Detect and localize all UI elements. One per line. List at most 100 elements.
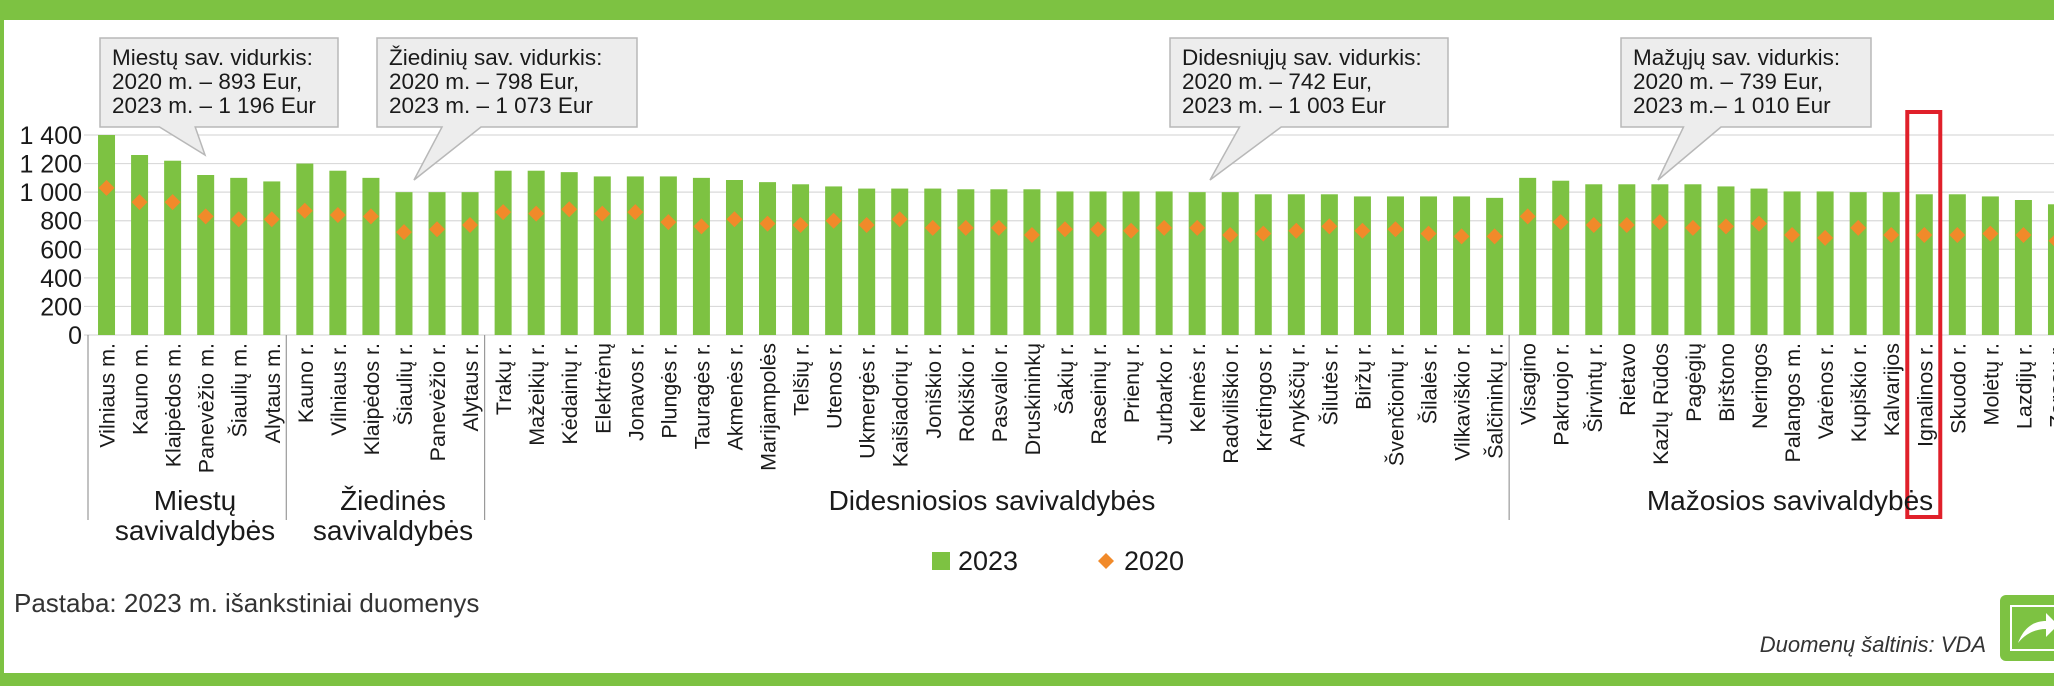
bar-2023 bbox=[924, 188, 942, 335]
x-tick-label: Vilniaus r. bbox=[327, 343, 351, 436]
x-tick-label: Kauno m. bbox=[129, 343, 153, 435]
bar-2023 bbox=[825, 186, 843, 335]
x-tick-label: Kėdainių r. bbox=[558, 343, 582, 445]
bar-2023 bbox=[527, 170, 545, 335]
top-green-band bbox=[0, 0, 2054, 20]
callout-text: 2020 m. – 798 Eur, bbox=[389, 69, 579, 94]
marker-2020 bbox=[1784, 227, 1801, 243]
left-frame-line bbox=[0, 20, 4, 673]
highlight-box bbox=[1905, 110, 1943, 519]
group-label: Žiedinės bbox=[340, 485, 446, 516]
group-label: savivaldybės bbox=[313, 515, 473, 546]
marker-2020 bbox=[1618, 217, 1635, 233]
bar-2023 bbox=[329, 170, 347, 335]
y-tick-label: 600 bbox=[40, 236, 82, 264]
bar-2023 bbox=[2014, 200, 2032, 335]
x-tick-label: Šiaulių m. bbox=[227, 343, 252, 437]
marker-2020 bbox=[924, 219, 941, 236]
bar-2023 bbox=[1023, 189, 1041, 335]
bar-2023 bbox=[1353, 196, 1371, 335]
marker-2020 bbox=[594, 205, 611, 222]
bar-2023 bbox=[891, 188, 909, 335]
bar-2023 bbox=[759, 182, 777, 335]
bar-2023 bbox=[1386, 196, 1404, 335]
marker-2020 bbox=[1684, 219, 1701, 236]
bar-2023 bbox=[560, 172, 578, 335]
marker-2020 bbox=[1585, 217, 1602, 233]
bar-2023 bbox=[296, 163, 314, 335]
callout-text: Miestų sav. vidurkis: bbox=[112, 45, 313, 70]
marker-2020 bbox=[296, 202, 313, 219]
marker-2020 bbox=[1189, 219, 1206, 236]
x-tick-label: Klaipėdos m. bbox=[162, 343, 186, 467]
marker-2020 bbox=[825, 212, 842, 229]
bar-2023 bbox=[1618, 184, 1636, 335]
marker-2020 bbox=[1916, 227, 1933, 243]
marker-2020 bbox=[362, 208, 379, 225]
bar-2023 bbox=[1453, 196, 1471, 335]
bar-2023 bbox=[1816, 191, 1834, 335]
x-tick-label: Mažeikių r. bbox=[525, 343, 549, 446]
y-tick-label: 0 bbox=[68, 322, 82, 350]
x-tick-label: Telšių r. bbox=[790, 343, 814, 416]
y-tick-label: 800 bbox=[40, 208, 82, 236]
marker-2020 bbox=[1651, 214, 1668, 231]
x-tick-label: Palangos m. bbox=[1781, 343, 1805, 463]
marker-2020 bbox=[792, 217, 809, 233]
marker-2020 bbox=[329, 207, 346, 223]
x-tick-label: Švenčionių r. bbox=[1383, 343, 1408, 466]
marker-2020 bbox=[660, 214, 677, 231]
callout-text: 2020 m. – 739 Eur, bbox=[1633, 69, 1823, 94]
x-tick-label: Kauno r. bbox=[294, 343, 318, 423]
y-tick-label: 200 bbox=[40, 293, 82, 321]
x-tick-label: Kretingos r. bbox=[1252, 343, 1276, 452]
bar-2023 bbox=[1519, 177, 1537, 335]
y-tick-label: 1 000 bbox=[19, 179, 82, 207]
bar-2023 bbox=[1122, 191, 1140, 335]
x-tick-label: Varėnos r. bbox=[1814, 343, 1838, 439]
marker-2020 bbox=[858, 217, 875, 233]
bar-2023 bbox=[1981, 196, 1999, 335]
bar-2023 bbox=[1585, 184, 1603, 335]
marker-2020 bbox=[1850, 219, 1867, 236]
callout-text: 2023 m. – 1 003 Eur bbox=[1182, 93, 1386, 118]
x-tick-label: Prienų r. bbox=[1120, 343, 1144, 423]
marker-2020 bbox=[1321, 218, 1338, 235]
marker-2020 bbox=[1552, 214, 1569, 231]
marker-2020 bbox=[1817, 229, 1834, 246]
bar-2023 bbox=[164, 160, 182, 335]
bar-2023 bbox=[494, 170, 512, 335]
marker-2020 bbox=[1420, 225, 1437, 242]
x-tick-label: Klaipėdos r. bbox=[360, 343, 384, 455]
bar-2023 bbox=[659, 176, 677, 335]
legend-label-2023: 2023 bbox=[958, 546, 1018, 576]
x-tick-label: Alytaus m. bbox=[261, 343, 285, 443]
x-tick-label: Molėtų r. bbox=[1979, 343, 2003, 425]
x-tick-label: Vilniaus m. bbox=[96, 343, 120, 448]
marker-2020 bbox=[759, 215, 776, 232]
marker-2020 bbox=[726, 211, 743, 228]
marker-2020 bbox=[2015, 227, 2032, 243]
x-tick-label: Radviliškio r. bbox=[1219, 343, 1243, 464]
export-arrow-icon[interactable] bbox=[2000, 595, 2054, 661]
bar-2023 bbox=[692, 177, 710, 335]
bar-2023 bbox=[792, 184, 810, 335]
bar-2023 bbox=[1651, 184, 1669, 335]
callout-box bbox=[1620, 37, 1872, 181]
bar-2023 bbox=[725, 180, 743, 335]
bar-2023 bbox=[1552, 180, 1570, 335]
marker-2020 bbox=[164, 194, 181, 211]
marker-2020 bbox=[1288, 222, 1305, 239]
bar-2023 bbox=[395, 192, 413, 335]
bar-2023 bbox=[1155, 191, 1173, 335]
x-tick-label: Kaišiadorių r. bbox=[889, 343, 913, 467]
marker-2020 bbox=[528, 205, 545, 222]
bar-2023 bbox=[1089, 191, 1107, 335]
bar-2023 bbox=[1750, 188, 1768, 335]
bar-2023 bbox=[957, 189, 975, 335]
group-label: Miestų bbox=[154, 485, 236, 516]
x-tick-label: Pasvalio r. bbox=[988, 343, 1012, 442]
bar-2023 bbox=[362, 177, 380, 335]
marker-2020 bbox=[462, 217, 479, 233]
marker-2020 bbox=[1519, 208, 1536, 225]
